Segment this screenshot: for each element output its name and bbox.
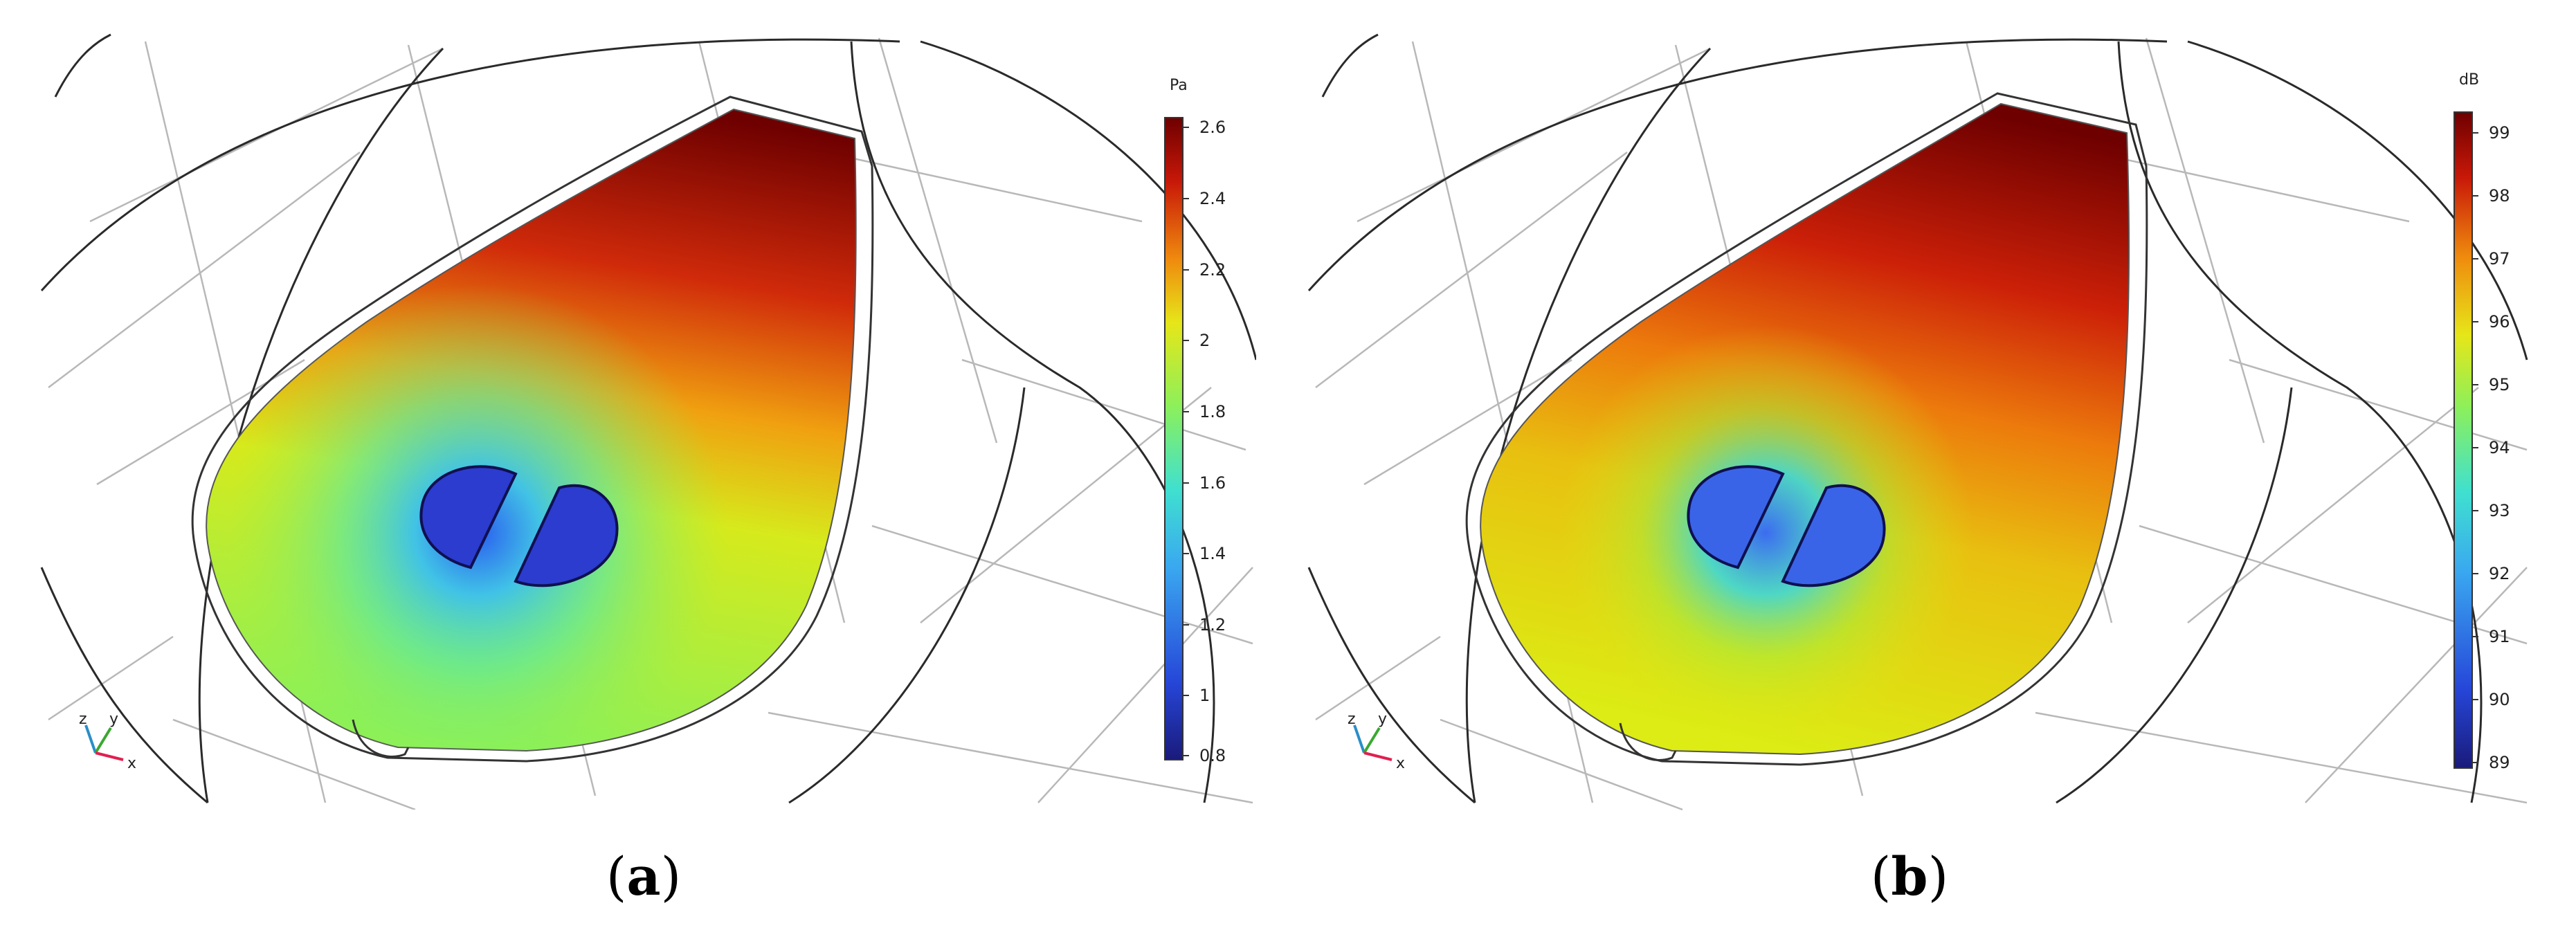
colorbar-tick: 2 bbox=[1199, 331, 1210, 350]
colorbar-tick: 93 bbox=[2489, 501, 2510, 520]
colorbar-tick: 89 bbox=[2489, 753, 2510, 772]
colorbar-unit: dB bbox=[2459, 71, 2479, 89]
simulation-plot-b: dB 99 98 97 96 95 94 93 92 91 90 89 z bbox=[1307, 33, 2528, 811]
colorbar-ticks-a: 2.6 2.4 2.2 2 1.8 1.6 1.4 1.2 1 0.8 bbox=[1199, 118, 1226, 765]
axis-label-y: y bbox=[109, 711, 118, 728]
half-disc-objects bbox=[1687, 465, 1886, 587]
axis-label-x: x bbox=[1396, 755, 1405, 772]
colorbar-tick: 90 bbox=[2489, 690, 2510, 709]
colorbar-tick: 92 bbox=[2489, 564, 2510, 583]
axis-label-x: x bbox=[127, 755, 136, 772]
domain-nub bbox=[1619, 722, 1677, 761]
colorbar-b bbox=[2453, 111, 2473, 769]
colorbar-tick: 2.2 bbox=[1199, 260, 1226, 280]
colorbar-a bbox=[1164, 117, 1183, 760]
colorbar-unit: Pa bbox=[1170, 77, 1188, 94]
caption-text: (a) bbox=[606, 846, 682, 907]
axis-triad-b: z y x bbox=[1348, 711, 1405, 772]
colorbar-tick: 1 bbox=[1199, 686, 1210, 705]
colorbar-tick: 94 bbox=[2489, 438, 2510, 457]
domain-outline bbox=[191, 95, 874, 763]
colorbar-tick: 98 bbox=[2489, 186, 2510, 206]
colorbar-tick: 2.6 bbox=[1199, 118, 1226, 137]
domain-boundary-arcs bbox=[1307, 33, 2528, 804]
caption-a: (a) bbox=[505, 846, 782, 907]
axis-label-z: z bbox=[1348, 711, 1356, 728]
panel-a: Pa 2.6 2.4 2.2 2 1.8 1.6 1.4 1.2 1 0.8 z bbox=[40, 33, 1256, 907]
colorbar-ticks-b: 99 98 97 96 95 94 93 92 91 90 89 bbox=[2489, 123, 2510, 772]
caption-text: (b) bbox=[1870, 846, 1949, 907]
colorbar-tick: 95 bbox=[2489, 375, 2510, 394]
spl-surface-cool-zone bbox=[1480, 104, 2130, 754]
simulation-plot-a: Pa 2.6 2.4 2.2 2 1.8 1.6 1.4 1.2 1 0.8 z bbox=[40, 33, 1256, 810]
colorbar-tick: 1.2 bbox=[1199, 615, 1226, 635]
axis-triad-a: z y x bbox=[79, 711, 136, 772]
panel-b: dB 99 98 97 96 95 94 93 92 91 90 89 z bbox=[1288, 0, 2576, 939]
caption-letter: b bbox=[1891, 846, 1928, 907]
axis-label-z: z bbox=[79, 711, 87, 728]
colorbar-tick: 91 bbox=[2489, 627, 2510, 646]
colorbar-tick: 97 bbox=[2489, 249, 2510, 268]
colorbar-tick: 1.6 bbox=[1199, 473, 1226, 493]
caption-letter: a bbox=[626, 846, 661, 907]
colorbar-tick: 99 bbox=[2489, 123, 2510, 143]
colorbar-tick: 2.4 bbox=[1199, 189, 1226, 208]
caption-b: (b) bbox=[1771, 846, 2048, 907]
colorbar-tick: 96 bbox=[2489, 312, 2510, 331]
domain-nub bbox=[352, 719, 410, 758]
domain-boundary-arcs bbox=[40, 33, 1256, 804]
half-disc-objects bbox=[419, 465, 619, 587]
domain-outline bbox=[1465, 92, 2148, 766]
colorbar-tick: 1.8 bbox=[1199, 402, 1226, 421]
axis-label-y: y bbox=[1378, 711, 1387, 728]
colorbar-tick: 0.8 bbox=[1199, 746, 1226, 765]
pressure-surface-cool-zone bbox=[206, 109, 856, 751]
colorbar-tick: 1.4 bbox=[1199, 544, 1226, 563]
